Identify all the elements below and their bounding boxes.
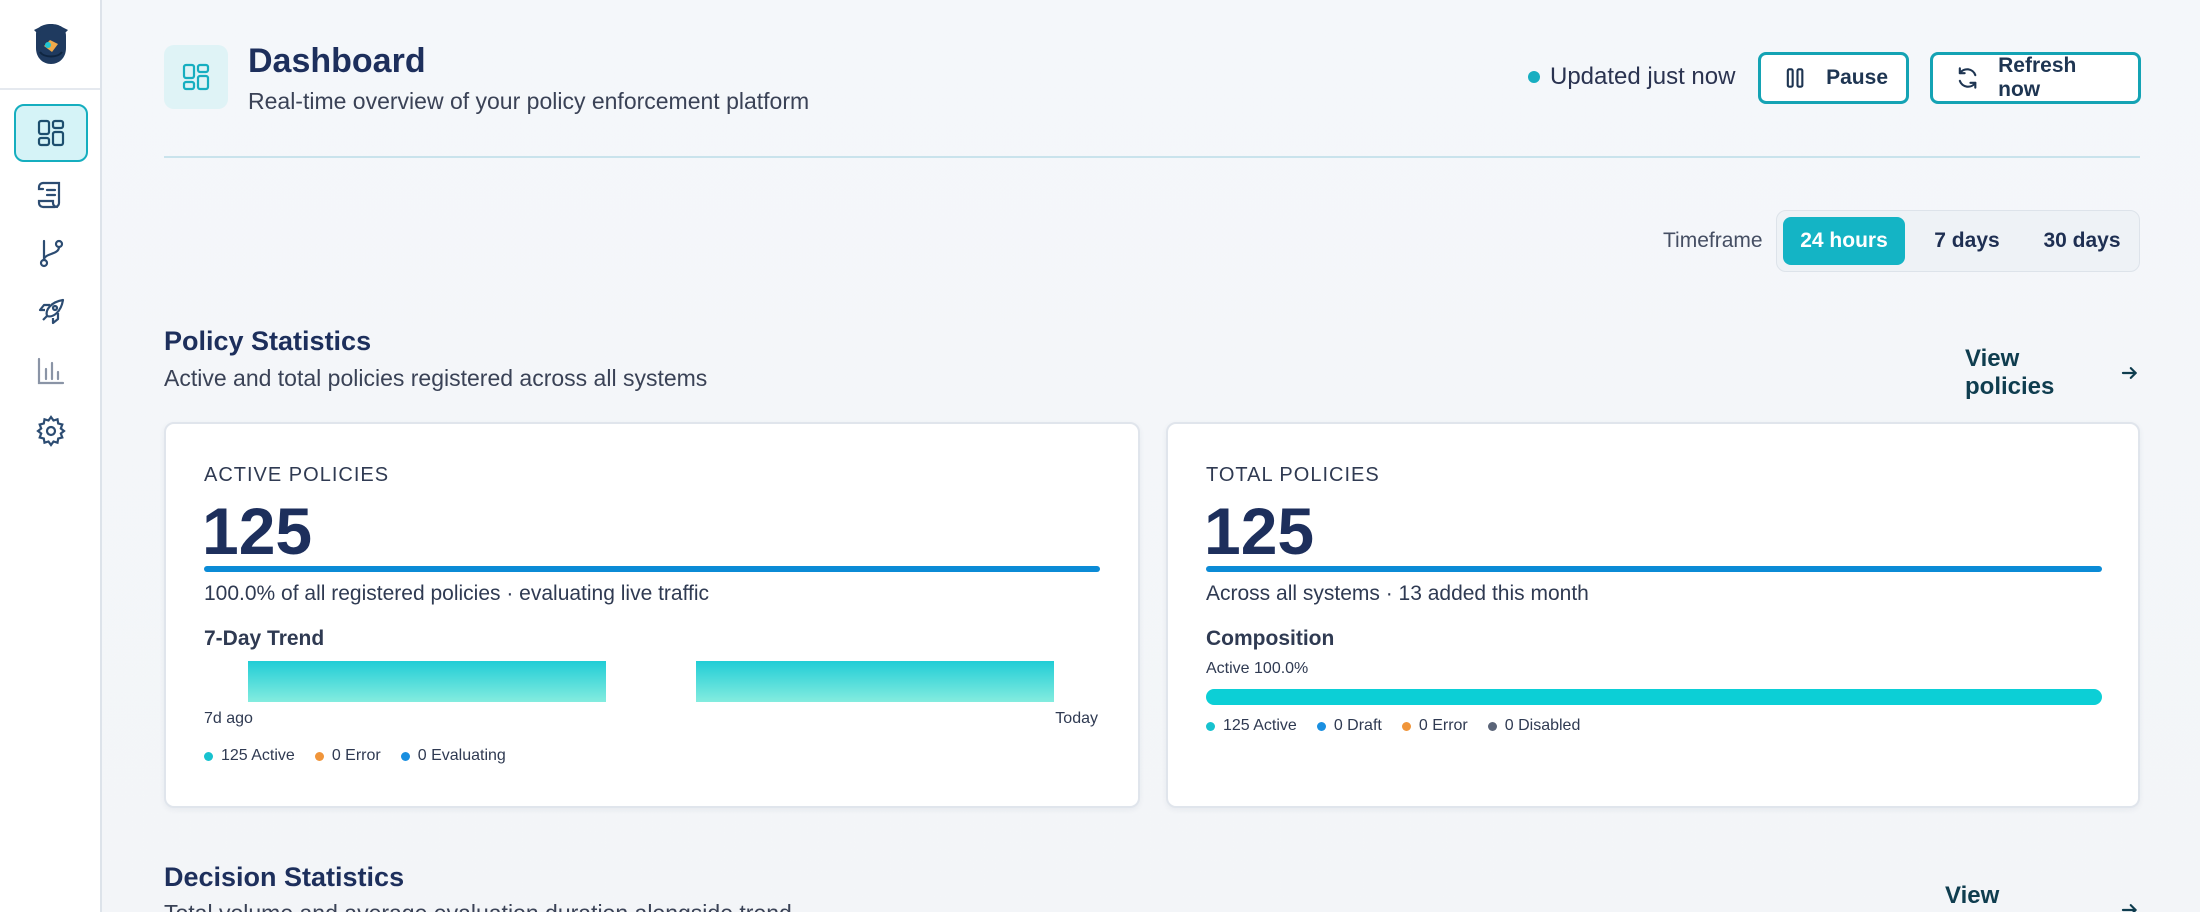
legend-label: 0 Evaluating [417,747,506,764]
active-progress-bar [204,566,1100,572]
view-policies-label: View policies [1965,345,2055,400]
decision-section-title: Decision Statistics [164,862,405,892]
refresh-button[interactable]: Refresh now [1930,52,2141,104]
sidebar-item-deployments[interactable] [14,283,88,341]
active-policies-value: 125 [202,494,313,568]
legend-dot [1401,721,1411,731]
trend-axis-start: 7d ago [204,710,253,727]
policy-section-title: Policy Statistics [164,326,372,356]
timeframe-selector: 24 hours 7 days 30 days [1776,210,2140,272]
sidebar-item-analytics[interactable] [14,342,88,400]
view-decisions-link[interactable]: View decisions [1945,882,2140,912]
timeframe-label: Timeframe [1663,229,1763,252]
dashboard-icon [182,63,210,91]
composition-bar [1206,689,2102,705]
main-content: Dashboard Real-time overview of your pol… [164,0,2141,912]
page-title: Dashboard [248,42,426,80]
header-divider [164,156,2140,158]
legend-item-active: 125 Active [1206,717,1297,735]
legend-item-active: 125 Active [204,747,295,765]
timeframe-option-30d[interactable]: 30 days [2043,229,2121,252]
view-decisions-label: View decisions [1945,882,2056,912]
arrow-right-icon [2122,367,2138,379]
card-label: ACTIVE POLICIES [204,464,390,486]
card-description: 100.0% of all registered policies · eval… [204,582,710,605]
sidebar-item-policies[interactable] [14,166,88,224]
logo-icon[interactable] [30,22,72,66]
rocket-icon [38,298,65,325]
active-policies-card: ACTIVE POLICIES 125 100.0% of all regist… [164,422,1140,808]
status-dot [1528,71,1540,83]
sidebar [0,0,102,912]
composition-active-text: Active 100.0% [1206,660,1309,677]
legend-label: 125 Active [221,747,295,764]
status-text: Updated just now [1550,63,1736,90]
legend-label: 0 Disabled [1504,717,1581,734]
scroll-icon [37,181,61,209]
legend-dot [1316,721,1326,731]
legend-item-error: 0 Error [1401,717,1468,735]
legend-dot [1206,721,1215,731]
pause-label: Pause [1826,66,1888,89]
total-progress-bar [1206,566,2102,572]
card-description: Across all systems · 13 added this month [1206,582,1589,605]
legend-dot [1487,721,1497,731]
trend-legend: 125 Active 0 Error 0 Evaluating [204,747,506,765]
sidebar-item-dashboard[interactable] [14,104,88,162]
decision-section-subtitle: Total volume and average evaluation dura… [164,900,792,912]
refresh-label: Refresh now [1998,54,2077,101]
legend-item-draft: 0 Draft [1316,717,1382,735]
view-policies-link[interactable]: View policies [1965,345,2140,401]
legend-dot [400,751,410,761]
refresh-icon [1958,67,1977,89]
legend-label: 125 Active [1223,717,1297,734]
update-status: Updated just now [1528,63,1735,91]
pause-button[interactable]: Pause [1758,52,1909,104]
legend-item-evaluating: 0 Evaluating [400,747,506,765]
composition-legend: 125 Active 0 Draft 0 Error 0 Disabled [1206,717,1580,735]
trend-bar [248,661,606,702]
page-subtitle: Real-time overview of your policy enforc… [248,88,810,114]
trend-label: 7-Day Trend [204,627,325,650]
arrow-right-icon [2122,904,2138,912]
sidebar-divider [0,88,100,90]
gear-icon [36,415,66,447]
legend-item-error: 0 Error [314,747,381,765]
total-policies-card: TOTAL POLICIES 125 Across all systems · … [1166,422,2140,808]
legend-label: 0 Error [331,747,381,764]
trend-axis-end: Today [1055,710,1098,727]
bar-chart-icon [37,357,65,385]
legend-dot [204,751,213,761]
composition-label: Composition [1206,627,1335,650]
legend-dot [314,751,324,761]
timeframe-option-7d[interactable]: 7 days [1934,229,2000,252]
git-branch-icon [39,239,64,268]
trend-bar [696,661,1054,702]
dashboard-icon [37,119,65,147]
legend-item-disabled: 0 Disabled [1487,717,1581,735]
timeframe-option-24h[interactable]: 24 hours [1783,217,1905,265]
legend-label: 0 Draft [1333,717,1382,734]
total-policies-value: 125 [1204,494,1315,568]
page-header-icon [164,45,228,109]
sidebar-item-settings[interactable] [14,402,88,460]
legend-label: 0 Error [1418,717,1468,734]
card-label: TOTAL POLICIES [1206,464,1380,486]
pause-icon [1786,68,1804,88]
sidebar-item-branches[interactable] [14,224,88,282]
policy-section-subtitle: Active and total policies registered acr… [164,365,708,391]
